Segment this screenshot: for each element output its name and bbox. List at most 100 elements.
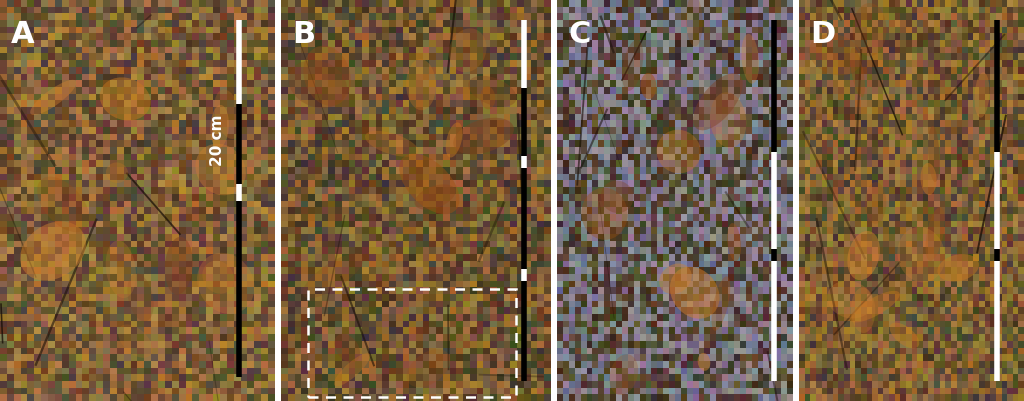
Bar bbox=[416, 384, 425, 394]
Bar bbox=[538, 263, 547, 274]
Bar bbox=[810, 350, 818, 361]
Bar bbox=[193, 196, 202, 207]
Bar bbox=[716, 384, 725, 394]
Bar bbox=[152, 136, 161, 147]
Bar bbox=[918, 203, 925, 214]
Bar bbox=[569, 217, 578, 227]
Bar bbox=[657, 109, 666, 120]
Bar bbox=[616, 243, 625, 254]
Bar bbox=[895, 317, 902, 328]
Bar bbox=[301, 284, 310, 294]
Bar bbox=[657, 16, 666, 27]
Bar bbox=[884, 49, 891, 60]
Bar bbox=[900, 176, 908, 187]
Bar bbox=[48, 357, 57, 368]
Bar bbox=[861, 277, 868, 288]
Bar bbox=[7, 136, 16, 147]
Bar bbox=[369, 116, 378, 127]
Bar bbox=[711, 324, 719, 334]
Bar bbox=[137, 183, 147, 194]
Bar bbox=[369, 223, 378, 234]
Bar bbox=[996, 357, 1004, 368]
Bar bbox=[436, 377, 445, 388]
Bar bbox=[616, 29, 625, 40]
Bar bbox=[569, 103, 578, 113]
Bar bbox=[281, 297, 291, 308]
Bar bbox=[799, 243, 807, 254]
Bar bbox=[878, 243, 886, 254]
Bar bbox=[816, 109, 824, 120]
Bar bbox=[833, 16, 841, 27]
Bar bbox=[634, 263, 642, 274]
Bar bbox=[308, 16, 317, 27]
Bar bbox=[557, 384, 565, 394]
Bar bbox=[687, 116, 695, 127]
Bar bbox=[985, 337, 992, 348]
Bar bbox=[233, 364, 244, 374]
Bar bbox=[308, 384, 317, 394]
Bar bbox=[137, 223, 147, 234]
Bar bbox=[956, 277, 965, 288]
Bar bbox=[657, 36, 666, 47]
Bar bbox=[165, 223, 174, 234]
Bar bbox=[610, 36, 618, 47]
Bar bbox=[213, 116, 222, 127]
Bar bbox=[651, 337, 659, 348]
Bar bbox=[213, 130, 222, 140]
Bar bbox=[137, 317, 147, 328]
Bar bbox=[395, 210, 406, 221]
Bar bbox=[844, 16, 852, 27]
Bar bbox=[0, 170, 9, 180]
Bar bbox=[1013, 357, 1021, 368]
Bar bbox=[137, 210, 147, 221]
Bar bbox=[504, 116, 513, 127]
Bar bbox=[457, 263, 466, 274]
Bar bbox=[872, 257, 880, 267]
Bar bbox=[581, 190, 589, 200]
Bar bbox=[781, 89, 790, 100]
Bar bbox=[951, 364, 958, 374]
Bar bbox=[855, 143, 863, 154]
Bar bbox=[301, 36, 310, 47]
Bar bbox=[110, 203, 120, 214]
Bar bbox=[463, 284, 473, 294]
Bar bbox=[758, 116, 766, 127]
Bar bbox=[329, 83, 338, 93]
Bar bbox=[329, 304, 338, 314]
Bar bbox=[96, 103, 105, 113]
Bar bbox=[569, 364, 578, 374]
Bar bbox=[878, 190, 886, 200]
Bar bbox=[844, 0, 852, 7]
Bar bbox=[61, 230, 72, 241]
Ellipse shape bbox=[105, 241, 136, 298]
Bar bbox=[463, 304, 473, 314]
Bar bbox=[241, 297, 250, 308]
Bar bbox=[308, 103, 317, 113]
Bar bbox=[745, 156, 754, 167]
Bar bbox=[389, 89, 398, 100]
Bar bbox=[781, 103, 790, 113]
Bar bbox=[651, 36, 659, 47]
Bar bbox=[1001, 384, 1010, 394]
Bar bbox=[436, 357, 445, 368]
Bar bbox=[308, 344, 317, 354]
Bar bbox=[314, 350, 325, 361]
Bar bbox=[41, 350, 51, 361]
Bar bbox=[651, 29, 659, 40]
Bar bbox=[799, 0, 807, 7]
Bar bbox=[844, 304, 852, 314]
Bar bbox=[35, 36, 44, 47]
Bar bbox=[538, 96, 547, 107]
Ellipse shape bbox=[197, 253, 254, 314]
Bar bbox=[0, 163, 9, 174]
Bar bbox=[711, 364, 719, 374]
Bar bbox=[610, 103, 618, 113]
Bar bbox=[1001, 56, 1010, 67]
Bar bbox=[220, 136, 229, 147]
Bar bbox=[734, 364, 742, 374]
Bar bbox=[213, 103, 222, 113]
Bar bbox=[342, 257, 351, 267]
Bar bbox=[268, 243, 278, 254]
Bar bbox=[889, 83, 897, 93]
Bar bbox=[329, 384, 338, 394]
